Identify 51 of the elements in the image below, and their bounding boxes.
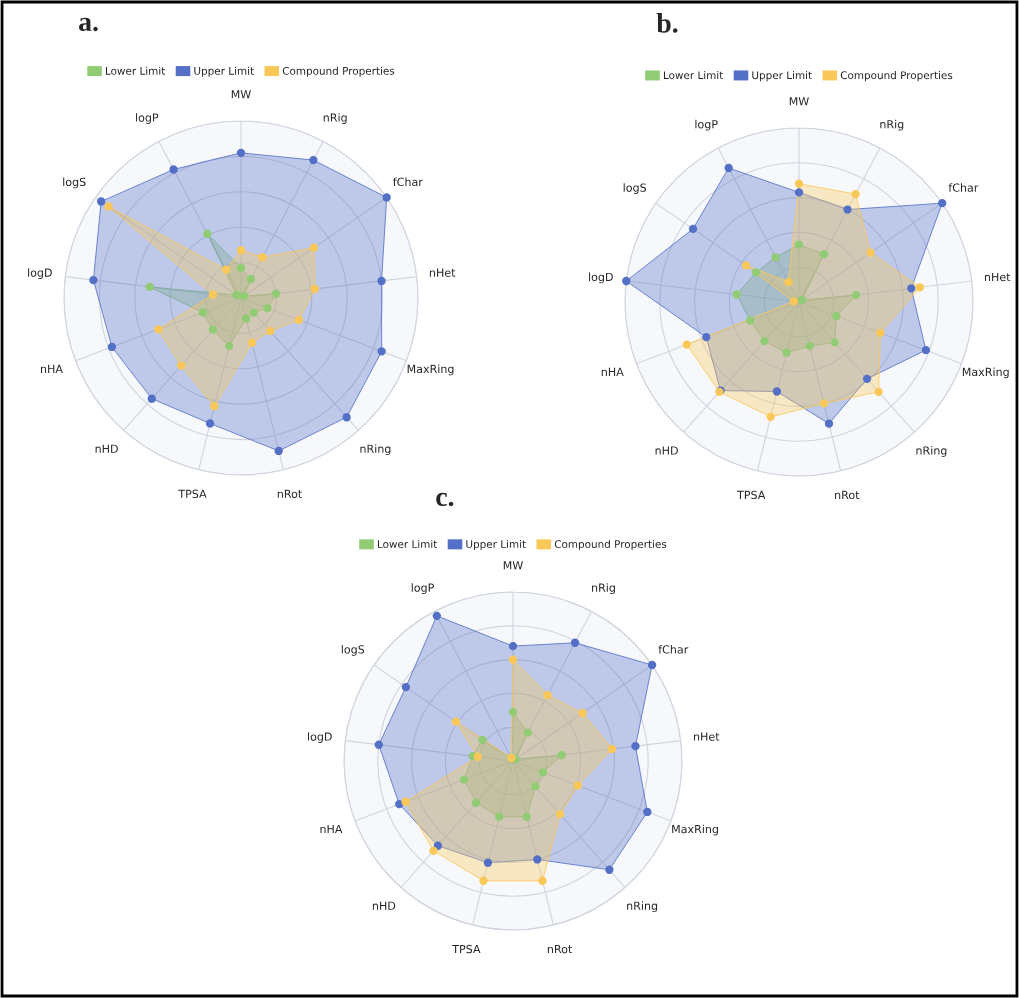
spoke-label: nHet <box>429 268 456 277</box>
legend-label: Lower Limit <box>663 71 724 80</box>
spoke-label: MW <box>789 97 809 106</box>
spoke-label: MaxRing <box>407 364 454 376</box>
spoke-label: nHD <box>95 444 118 453</box>
spoke-label: logP <box>411 583 434 594</box>
spoke-label: nRing <box>627 901 658 913</box>
legend-label: Lower Limit <box>377 539 438 549</box>
chart-title: b. <box>656 13 678 33</box>
spoke-label: nHet <box>984 272 1011 282</box>
spoke-label: nRot <box>835 490 860 500</box>
spoke-label: logD <box>308 732 332 743</box>
spoke-label: nRig <box>592 583 615 594</box>
spoke-label: nRot <box>277 489 302 499</box>
legend-label: Lower Limit <box>105 66 166 75</box>
spoke-label: nHA <box>40 364 63 373</box>
spoke-label: MW <box>231 90 251 99</box>
spoke-label: nHD <box>372 901 396 910</box>
legend-label: Compound Properties <box>840 71 953 82</box>
legend-label: Upper Limit <box>194 66 254 77</box>
legend-label: Compound Properties <box>554 539 667 551</box>
spoke-label: MaxRing <box>962 367 1009 379</box>
spoke-label: fChar <box>393 177 423 187</box>
spoke-label: logD <box>589 272 613 284</box>
spoke-label: nHA <box>320 825 343 834</box>
legend-label: Compound Properties <box>282 66 395 77</box>
spoke-label: nRot <box>547 945 573 954</box>
spoke-label: TPSA <box>737 490 766 500</box>
spoke-label: TPSA <box>178 489 207 499</box>
legend-label: Upper Limit <box>466 539 526 551</box>
spoke-label: logS <box>63 177 86 189</box>
spoke-label: logS <box>623 183 647 194</box>
spoke-label: logS <box>341 645 365 656</box>
spoke-label: nHD <box>655 446 678 455</box>
spoke-label: fChar <box>658 645 689 654</box>
spoke-label: MaxRing <box>672 824 718 836</box>
spoke-label: logP <box>695 119 718 131</box>
spoke-label: TPSA <box>452 944 481 954</box>
legend-label: Upper Limit <box>752 71 812 82</box>
spoke-label: logD <box>28 268 52 279</box>
spoke-label: logP <box>136 113 159 124</box>
spoke-label: nHA <box>601 367 624 376</box>
spoke-label: nRing <box>916 446 947 457</box>
spoke-label: nRig <box>323 113 347 124</box>
spoke-label: MW <box>503 561 523 570</box>
spoke-label: fChar <box>948 183 979 192</box>
spoke-label: nRing <box>360 444 391 456</box>
chart-title: c. <box>436 492 454 507</box>
spoke-label: nHet <box>693 732 720 741</box>
spoke-label: nRig <box>880 119 904 131</box>
chart-title: a. <box>79 17 98 32</box>
